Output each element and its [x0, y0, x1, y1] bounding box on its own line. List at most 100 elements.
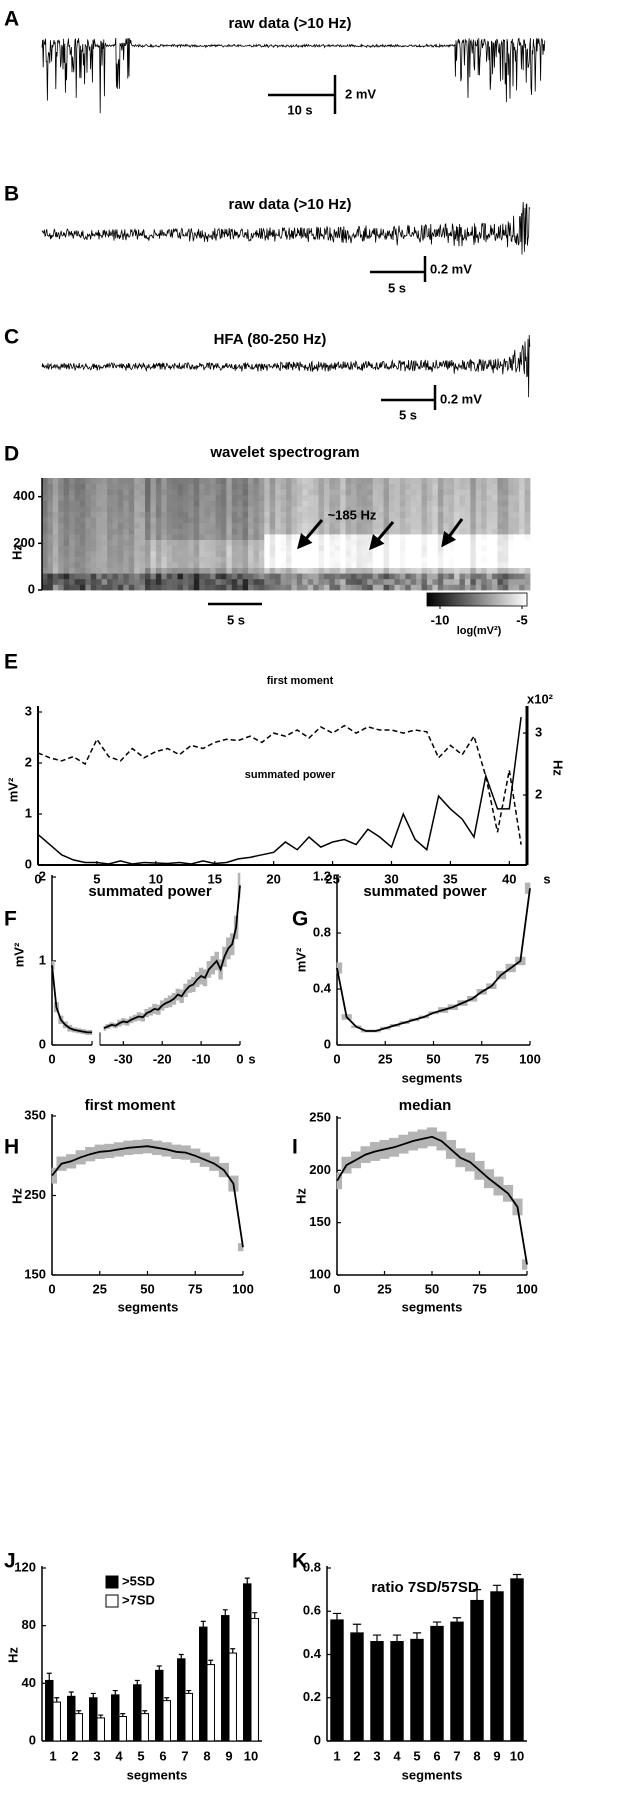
spectrogram-cell [69, 517, 75, 524]
spectrogram-cell [356, 517, 363, 524]
spectrogram-cell [426, 562, 433, 568]
spectrogram-cell [329, 578, 336, 585]
spectrogram-cell [107, 534, 113, 540]
spectrogram-cell [356, 584, 363, 591]
spectrogram-cell [188, 534, 195, 540]
spectrogram-cell [145, 534, 151, 540]
spectrogram-cell [481, 578, 488, 585]
spectrogram-cell [296, 522, 303, 529]
spectrogram-cell [410, 483, 417, 490]
error-bar [186, 1689, 192, 1694]
spectrogram-cell [275, 534, 281, 540]
spectrogram-cell [220, 550, 227, 557]
y-tick-label: 3 [535, 724, 542, 739]
spectrogram-cell [416, 506, 422, 512]
arrows [297, 518, 464, 551]
spectrogram-cell [426, 545, 433, 552]
spectrogram-cell [291, 534, 298, 540]
spectrogram-cell [286, 489, 292, 496]
spectrogram-cell [69, 567, 75, 574]
spectrogram-cell [475, 534, 482, 540]
spectrogram-cell [351, 517, 357, 524]
spectrogram-cell [383, 517, 390, 524]
spectrogram-cell [437, 511, 444, 518]
spectrogram-cell [356, 545, 363, 552]
spectrogram-cell [112, 578, 119, 585]
spectrogram-cell [443, 578, 450, 585]
spectrogram-cell [47, 483, 54, 490]
spectrogram-cell [416, 545, 422, 552]
spectrogram-cell [193, 545, 200, 552]
chart-title: median [399, 1097, 452, 1114]
spectrogram-cell [291, 511, 298, 518]
spectrogram-cell [421, 494, 428, 501]
spectrogram-cell [399, 556, 406, 563]
spectrogram-cell [258, 550, 265, 557]
spectrogram-cell [220, 556, 227, 563]
bar [370, 1641, 384, 1742]
spectrogram-cell [101, 522, 108, 529]
spectrogram-cell [302, 506, 309, 512]
spectrogram-cell [150, 578, 157, 585]
spectrogram-cell [318, 545, 325, 552]
spectrogram-cell [204, 483, 211, 490]
error-bar [412, 1632, 422, 1640]
spectrogram-cell [475, 489, 482, 496]
x-tick-label: 7 [181, 1748, 188, 1763]
y-tick-label: 40 [22, 1675, 36, 1690]
spectrogram-cell [275, 483, 281, 490]
spectrogram-cell [150, 567, 157, 574]
spectrogram-cell [502, 534, 509, 540]
scale-bar-label: 10 s [287, 102, 312, 117]
x-tick-label: 9 [493, 1748, 500, 1763]
spectrogram-cell [302, 550, 309, 557]
spectrogram-cell [231, 522, 238, 529]
spectrogram-cell [492, 528, 498, 535]
spectrogram-cell [226, 517, 233, 524]
spectrogram-cell [134, 489, 140, 496]
spectrogram-cell [193, 556, 200, 563]
x-tick-label: 30 [384, 871, 398, 886]
spectrogram-cell [323, 578, 330, 585]
spectrogram-cell [69, 506, 75, 512]
spectrogram-cell [117, 506, 124, 512]
spectrogram-cell [90, 539, 97, 546]
spectrogram-cell [513, 573, 520, 580]
spectrogram-cell [226, 534, 233, 540]
spectrogram-cell [199, 478, 206, 484]
spectrogram-cell [454, 545, 460, 552]
spectrogram-cell [361, 562, 368, 568]
spectrogram-cell [502, 528, 509, 535]
x-tick-label: -10 [192, 1051, 211, 1066]
spectrogram-cell [329, 489, 336, 496]
spectrogram-cell [166, 550, 173, 557]
spectrogram-cell [264, 545, 271, 552]
error-bar [332, 1612, 342, 1620]
spectrogram-cell [182, 506, 189, 512]
spectrogram-cell [361, 489, 368, 496]
spectrogram-cell [286, 562, 292, 568]
spectrogram-cell [307, 506, 314, 512]
spectrogram-cell [421, 500, 428, 507]
spectrogram-cell [508, 573, 515, 580]
spectrogram-cell [497, 550, 504, 557]
spectrogram-cell [399, 562, 406, 568]
spectrogram-cell [432, 550, 439, 557]
spectrogram-cell [123, 483, 130, 490]
spectrogram-cell [69, 584, 75, 591]
spectrogram-cell [139, 528, 146, 535]
spectrogram-cell [302, 573, 309, 580]
error-bar [134, 1679, 140, 1685]
spectrogram-cell [454, 562, 460, 568]
spectrogram-cell [492, 573, 498, 580]
x-tick-label: 0 [34, 871, 41, 886]
spectrogram-cell [454, 556, 460, 563]
spectrogram-cell [291, 483, 298, 490]
spectrogram-cell [513, 539, 520, 546]
data-line [103, 885, 241, 1030]
spectrogram-cell [524, 584, 531, 591]
spectrogram-cell [367, 478, 374, 484]
spectrogram-cell [134, 562, 140, 568]
spectrogram-cell [237, 489, 244, 496]
spectrogram-cell [291, 578, 298, 585]
